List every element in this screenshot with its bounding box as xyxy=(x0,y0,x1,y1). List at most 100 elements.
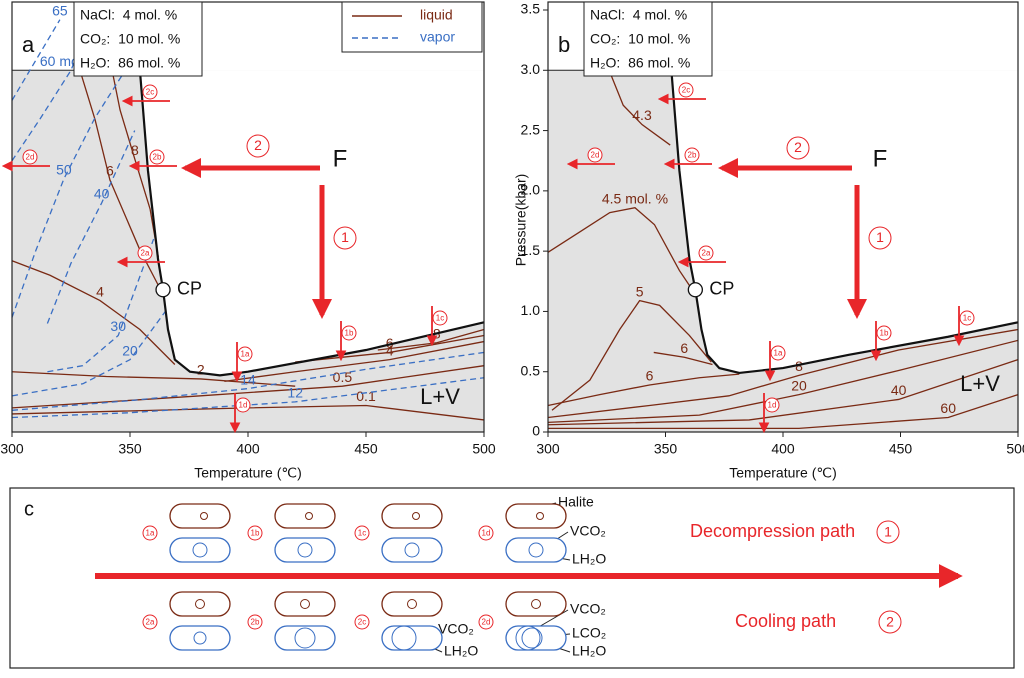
station-circle xyxy=(678,82,694,98)
contour-label: 0.1 xyxy=(356,388,376,404)
station-circle xyxy=(354,614,370,630)
inclusion xyxy=(505,537,567,563)
phase-label: VCO₂ xyxy=(570,601,606,617)
contour-line xyxy=(11,371,296,387)
station-label: 2a xyxy=(141,249,150,258)
bubble xyxy=(305,512,313,520)
contour-label: 20 xyxy=(122,342,138,358)
bubble xyxy=(200,512,208,520)
station-label: 1 xyxy=(876,229,884,245)
contour-line xyxy=(547,328,1019,419)
composition-box xyxy=(73,1,203,77)
contour-label: 6 xyxy=(106,163,114,179)
bubble xyxy=(412,512,420,520)
station-label: 1d xyxy=(768,401,777,410)
station-circle xyxy=(246,134,270,158)
inclusion xyxy=(169,537,231,563)
inclusion xyxy=(381,625,443,651)
station-label: 2c xyxy=(146,88,154,97)
inclusion xyxy=(505,625,567,651)
inclusion xyxy=(274,625,336,651)
contour-label: 4.5 mol. % xyxy=(602,190,668,206)
station-circle xyxy=(764,397,780,413)
station-circle xyxy=(478,525,494,541)
station-circle xyxy=(22,149,38,165)
x-axis-label: Temperature (℃) xyxy=(194,465,302,481)
phase-label: LH₂O xyxy=(572,643,606,659)
start-label: F xyxy=(333,145,348,172)
contour-line xyxy=(11,260,176,365)
bubble xyxy=(294,627,316,649)
contour-line xyxy=(11,404,485,421)
contour-label: 30 xyxy=(110,318,126,334)
inclusion xyxy=(169,625,231,651)
path-number: 2 xyxy=(886,614,894,630)
panel-c-frame xyxy=(9,487,1015,669)
station-circle xyxy=(142,84,158,100)
y-tick-label: 1.5 xyxy=(521,242,541,258)
contour-label: 40 xyxy=(94,186,110,202)
contour-line xyxy=(11,69,126,318)
x-axis-label: Temperature (℃) xyxy=(729,465,837,481)
phase-label: VCO₂ xyxy=(570,523,606,539)
station-circle xyxy=(333,226,357,250)
path-number: 1 xyxy=(884,524,892,540)
x-tick-label: 350 xyxy=(118,441,142,457)
station-circle xyxy=(698,245,714,261)
panel-letter: c xyxy=(24,498,34,520)
inclusion xyxy=(381,537,443,563)
contour-label: 6 xyxy=(680,340,688,356)
bubble xyxy=(407,599,417,609)
station-label: 1c xyxy=(436,314,444,323)
station-circle xyxy=(137,245,153,261)
phase-label: LH₂O xyxy=(572,551,606,567)
station-label: 2b xyxy=(153,153,162,162)
contour-line xyxy=(608,70,671,146)
contour-line xyxy=(224,340,485,383)
station-circle xyxy=(341,325,357,341)
legend-label: vapor xyxy=(420,29,455,45)
cp-label: CP xyxy=(709,278,734,298)
panel-letter: a xyxy=(22,32,35,57)
station-label: 2d xyxy=(482,618,491,627)
station-circle xyxy=(868,226,892,250)
critical-point xyxy=(687,282,703,298)
station-label: 1d xyxy=(482,529,491,538)
contour-line xyxy=(111,70,159,258)
contour-label: 20 xyxy=(791,377,807,393)
station-label: 2c xyxy=(682,86,690,95)
station-label: 1c xyxy=(358,529,366,538)
x-tick-label: 350 xyxy=(654,441,678,457)
station-label: 1b xyxy=(251,529,260,538)
station-circle xyxy=(478,614,494,630)
contour-label: 8 xyxy=(795,358,803,374)
composition-box xyxy=(583,1,713,77)
station-label: 2b xyxy=(251,618,260,627)
station-label: 1c xyxy=(963,314,971,323)
contour-line xyxy=(47,238,155,373)
y-tick-label: 3.5 xyxy=(521,1,541,17)
cp-label: CP xyxy=(177,278,202,298)
region-label: L+V xyxy=(420,384,460,409)
contour-line xyxy=(11,311,166,397)
composition-line: CO₂: 10 mol. % xyxy=(80,31,180,47)
contour-label: 5 xyxy=(636,283,644,299)
x-tick-label: 500 xyxy=(472,441,496,457)
contour-line xyxy=(295,334,485,363)
y-tick-label: 2.5 xyxy=(521,121,541,137)
x-tick-label: 300 xyxy=(536,441,560,457)
y-tick-label: 0 xyxy=(532,423,540,439)
contour-line xyxy=(547,359,1019,426)
station-label: 1 xyxy=(341,229,349,245)
station-circle xyxy=(770,345,786,361)
contour-label: 4 xyxy=(96,283,104,299)
station-circle xyxy=(149,149,165,165)
x-tick-label: 300 xyxy=(0,441,24,457)
station-circle xyxy=(247,614,263,630)
contour-label: 4 xyxy=(386,342,394,358)
station-circle xyxy=(786,136,810,160)
station-label: 1a xyxy=(146,529,155,538)
bubble xyxy=(531,599,541,609)
